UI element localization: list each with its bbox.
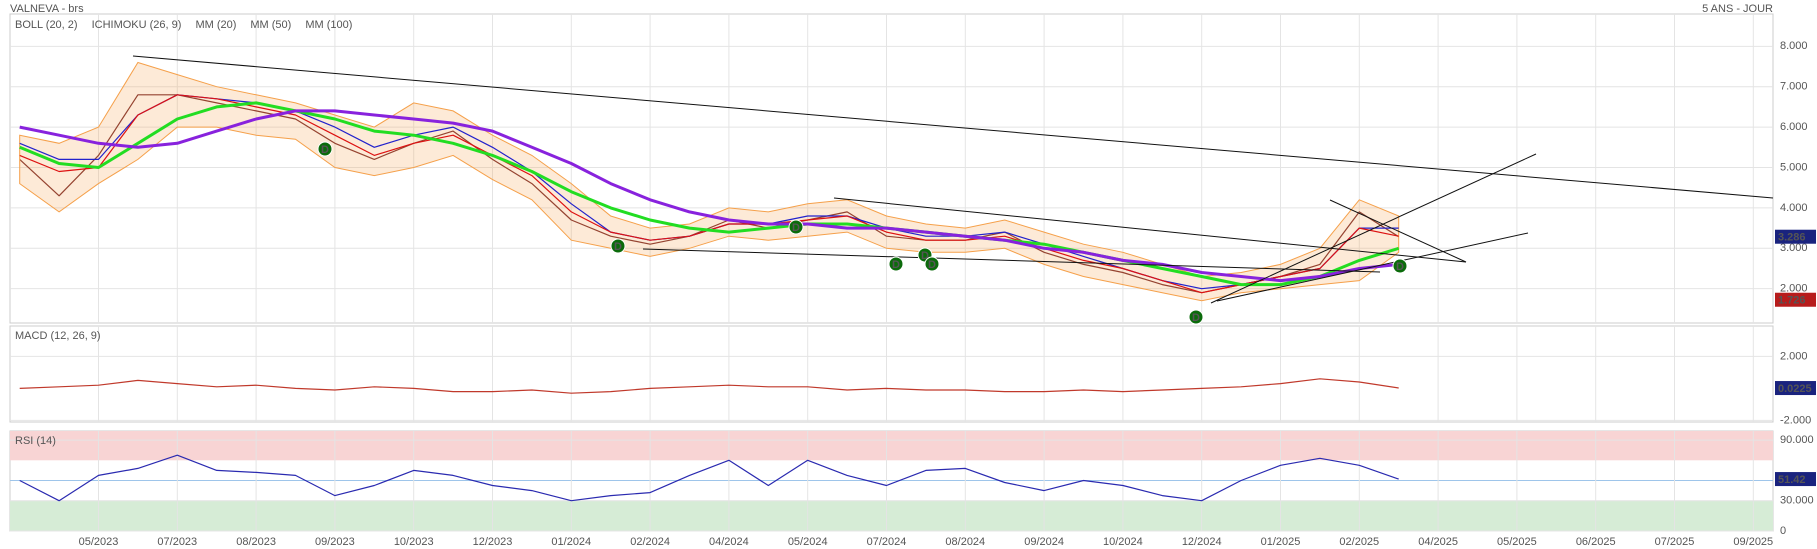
value-tag-label: 3.286 bbox=[1778, 232, 1806, 244]
trendline bbox=[1329, 199, 1467, 263]
event-label: D bbox=[1396, 261, 1404, 273]
event-label: D bbox=[1192, 312, 1200, 324]
y-tick-label: 2.000 bbox=[1780, 283, 1808, 295]
value-tag-label: 51.42 bbox=[1778, 474, 1806, 486]
overlay-layer: 2.000 3.000 4.000 5.000 6.000 7.000 8.000 BOLL … bbox=[15, 19, 1816, 548]
panel-frame bbox=[9, 325, 1774, 423]
x-tick-label: 05/2025 bbox=[1497, 536, 1537, 548]
trendline bbox=[132, 55, 1774, 199]
y-tick-label: 0 bbox=[1780, 525, 1786, 537]
x-tick-label: 06/2025 bbox=[1576, 536, 1616, 548]
series-line bbox=[19, 101, 1400, 287]
event-label: D bbox=[892, 259, 900, 271]
min-tag bbox=[1775, 292, 1816, 307]
x-tick-label: 02/2024 bbox=[630, 536, 670, 548]
trendline bbox=[833, 197, 1467, 263]
y-tick-label: 2.000 bbox=[1780, 350, 1808, 362]
legend-entry: MM (20) bbox=[195, 19, 236, 31]
event-marker bbox=[924, 256, 940, 272]
x-tick-label: 01/2024 bbox=[551, 536, 591, 548]
trendlines bbox=[132, 55, 1774, 304]
panel-title: MACD (12, 26, 9) bbox=[15, 330, 101, 342]
zone-band bbox=[10, 431, 1773, 461]
x-tick-label: 02/2025 bbox=[1339, 536, 1379, 548]
background-layer bbox=[9, 13, 1774, 532]
event-label: D bbox=[928, 259, 936, 271]
event-marker bbox=[610, 238, 626, 254]
series-line bbox=[19, 454, 1399, 502]
x-tick-label: 09/2025 bbox=[1733, 536, 1773, 548]
bollinger-band bbox=[19, 61, 1400, 302]
x-tick-label: 10/2024 bbox=[1103, 536, 1143, 548]
x-tick-label: 09/2024 bbox=[1024, 536, 1064, 548]
event-label: D bbox=[921, 250, 929, 262]
panel-frame bbox=[9, 13, 1774, 324]
x-tick-label: 07/2025 bbox=[1655, 536, 1695, 548]
event-label: D bbox=[614, 241, 622, 253]
x-tick-label: 12/2024 bbox=[1182, 536, 1222, 548]
x-tick-label: 04/2025 bbox=[1418, 536, 1458, 548]
event-label: D bbox=[321, 144, 329, 156]
value-tag-label: 0.0225 bbox=[1778, 383, 1812, 395]
legend-entry: MM (50) bbox=[250, 19, 291, 31]
y-tick-label: -2.000 bbox=[1780, 414, 1811, 426]
series-line bbox=[19, 378, 1399, 394]
min-tag-label: 1.726 bbox=[1778, 295, 1806, 307]
x-tick-label: 07/2024 bbox=[867, 536, 907, 548]
y-tick-label: 6.000 bbox=[1780, 121, 1808, 133]
x-tick-label: 09/2023 bbox=[315, 536, 355, 548]
event-marker bbox=[1392, 258, 1408, 274]
value-tag bbox=[1775, 229, 1816, 244]
x-tick-label: 07/2023 bbox=[157, 536, 197, 548]
x-tick-label: 08/2024 bbox=[945, 536, 985, 548]
chart-title: VALNEVA - brs bbox=[10, 3, 84, 15]
y-tick-label: 90.000 bbox=[1780, 434, 1814, 446]
x-tick-label: 08/2023 bbox=[236, 536, 276, 548]
y-tick-label: 30.000 bbox=[1780, 495, 1814, 507]
x-tick-label: 05/2023 bbox=[79, 536, 119, 548]
marks-layer bbox=[19, 61, 1400, 502]
event-marker bbox=[317, 141, 333, 157]
x-tick-label: 04/2024 bbox=[709, 536, 749, 548]
event-label: D bbox=[792, 222, 800, 234]
legend-entry: ICHIMOKU (26, 9) bbox=[92, 19, 182, 31]
value-tag bbox=[1775, 472, 1816, 487]
event-marker bbox=[788, 219, 804, 235]
series-line bbox=[19, 94, 1400, 294]
event-marker bbox=[888, 256, 904, 272]
legend-entry: MM (100) bbox=[305, 19, 352, 31]
legend-entry: BOLL (20, 2) bbox=[15, 19, 78, 31]
chart-subtitle: 5 ANS - JOUR bbox=[1702, 3, 1773, 15]
y-tick-label: 4.000 bbox=[1780, 202, 1808, 214]
y-tick-label: 3.000 bbox=[1780, 242, 1808, 254]
event-marker bbox=[1188, 309, 1204, 325]
trendline bbox=[1216, 232, 1529, 302]
x-tick-label: 05/2024 bbox=[788, 536, 828, 548]
panel-title: RSI (14) bbox=[15, 435, 56, 447]
value-tag bbox=[1775, 381, 1816, 396]
trendline bbox=[1210, 153, 1537, 304]
y-tick-label: 5.000 bbox=[1780, 161, 1808, 173]
x-tick-label: 10/2023 bbox=[394, 536, 434, 548]
x-tick-label: 12/2023 bbox=[473, 536, 513, 548]
y-tick-label: 7.000 bbox=[1780, 81, 1808, 93]
zone-band bbox=[10, 500, 1773, 531]
x-tick-label: 01/2025 bbox=[1261, 536, 1301, 548]
y-tick-label: 8.000 bbox=[1780, 40, 1808, 52]
trendline bbox=[642, 248, 1381, 273]
